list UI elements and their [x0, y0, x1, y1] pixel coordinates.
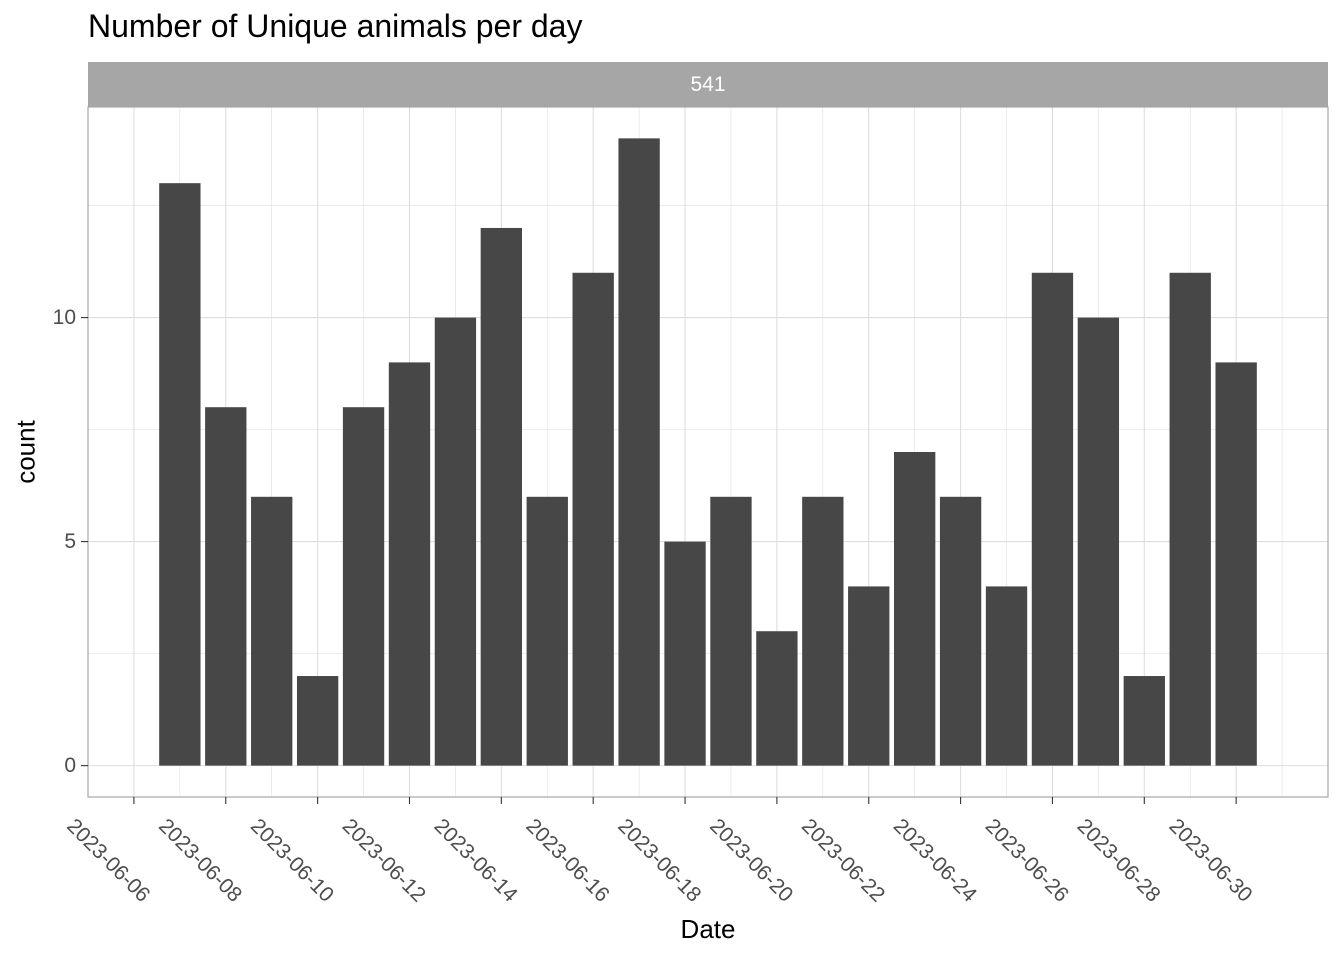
x-tick-label: 2023-06-28 [1073, 814, 1165, 906]
bar [618, 138, 660, 766]
x-axis-label: Date [680, 914, 736, 944]
bar [1169, 272, 1211, 766]
x-tick-label: 2023-06-20 [705, 814, 797, 906]
facet-strip: 541 [88, 62, 1328, 107]
x-tick-label: 2023-06-12 [338, 814, 430, 906]
chart-title: Number of Unique animals per day [88, 8, 583, 44]
y-axis-label: count [10, 420, 41, 484]
x-tick-label: 2023-06-24 [889, 814, 981, 906]
bar [1031, 272, 1074, 766]
y-tick-label: 5 [64, 530, 76, 553]
bar [894, 452, 936, 766]
bar [664, 541, 706, 766]
bar [296, 676, 339, 766]
bar [526, 496, 568, 766]
bar [756, 631, 798, 766]
bar [388, 362, 431, 766]
bar [1215, 362, 1257, 766]
x-tick-label: 2023-06-14 [430, 814, 522, 906]
bar [480, 227, 522, 766]
bar [985, 586, 1028, 766]
x-tick-label: 2023-06-30 [1164, 814, 1256, 906]
y-tick-label: 10 [53, 306, 76, 329]
bar [159, 183, 201, 766]
x-tick-label: 2023-06-26 [981, 814, 1073, 906]
x-tick-label: 2023-06-06 [62, 814, 154, 906]
x-tick-label: 2023-06-18 [613, 814, 705, 906]
axis-ticks [81, 317, 1237, 804]
panel-border [87, 106, 1329, 798]
bar [251, 496, 293, 766]
bar [710, 496, 752, 766]
x-tick-label: 2023-06-22 [797, 814, 889, 906]
bar [848, 586, 890, 766]
bar [939, 496, 982, 766]
bar [205, 407, 247, 766]
x-tick-label: 2023-06-08 [154, 814, 246, 906]
bar [342, 407, 385, 766]
bars [159, 138, 1257, 766]
x-tick-label: 2023-06-16 [521, 814, 613, 906]
facet-strip-label: 541 [690, 73, 726, 96]
bar [572, 272, 614, 766]
x-tick-label: 2023-06-10 [246, 814, 338, 906]
y-tick-label: 0 [64, 754, 76, 777]
bar [434, 317, 477, 766]
bar [1077, 317, 1120, 766]
bar [802, 496, 844, 766]
bar [1123, 676, 1165, 766]
